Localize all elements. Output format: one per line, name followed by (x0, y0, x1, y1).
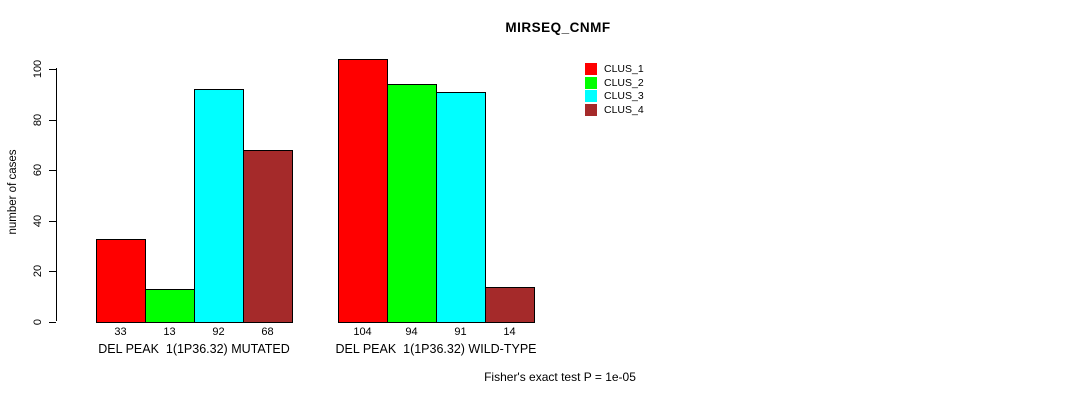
y-axis-tick-label: 40 (32, 214, 44, 228)
chart-title: MIRSEQ_CNMF (505, 20, 611, 35)
y-axis-tick-label: 0 (32, 318, 44, 326)
bar-value-label: 13 (163, 326, 176, 338)
y-axis-tick (49, 271, 56, 272)
bar-value-label: 33 (114, 326, 127, 338)
bar-clus_1-group1 (96, 239, 146, 323)
legend-label-clus_1: CLUS_1 (604, 63, 644, 75)
y-axis-tick (49, 69, 56, 70)
legend-swatch-clus_3 (585, 90, 597, 102)
fisher-test-annotation: Fisher's exact test P = 1e-05 (484, 370, 636, 384)
y-axis-tick (49, 322, 56, 323)
bar-clus_1-group2 (338, 59, 388, 323)
y-axis-tick-label: 100 (32, 59, 44, 79)
category-label: DEL PEAK 1(1P36.32) WILD-TYPE (335, 342, 537, 356)
y-axis-title: number of cases (7, 149, 19, 235)
legend-label-clus_4: CLUS_4 (604, 104, 644, 116)
legend-swatch-clus_1 (585, 63, 597, 75)
legend-swatch-clus_4 (585, 104, 597, 116)
bar-clus_3-group2 (436, 92, 486, 323)
bar-clus_4-group1 (243, 150, 293, 323)
y-axis-tick-label: 60 (32, 163, 44, 177)
category-label: DEL PEAK 1(1P36.32) MUTATED (98, 342, 290, 356)
bar-value-label: 91 (454, 326, 467, 338)
legend-label-clus_3: CLUS_3 (604, 90, 644, 102)
bar-clus_2-group1 (145, 289, 195, 323)
y-axis-tick (49, 221, 56, 222)
bar-value-label: 68 (261, 326, 274, 338)
bar-value-label: 94 (405, 326, 418, 338)
y-axis-tick-label: 20 (32, 264, 44, 278)
bar-value-label: 14 (503, 326, 516, 338)
y-axis-tick-label: 80 (32, 113, 44, 127)
bar-clus_4-group2 (485, 287, 535, 323)
legend-swatch-clus_2 (585, 77, 597, 89)
bar-clus_3-group1 (194, 89, 244, 323)
bar-value-label: 104 (353, 326, 372, 338)
y-axis-tick (49, 120, 56, 121)
bar-clus_2-group2 (387, 84, 437, 323)
y-axis-line (56, 68, 57, 321)
bar-value-label: 92 (212, 326, 225, 338)
legend-label-clus_2: CLUS_2 (604, 77, 644, 89)
y-axis-tick (49, 170, 56, 171)
